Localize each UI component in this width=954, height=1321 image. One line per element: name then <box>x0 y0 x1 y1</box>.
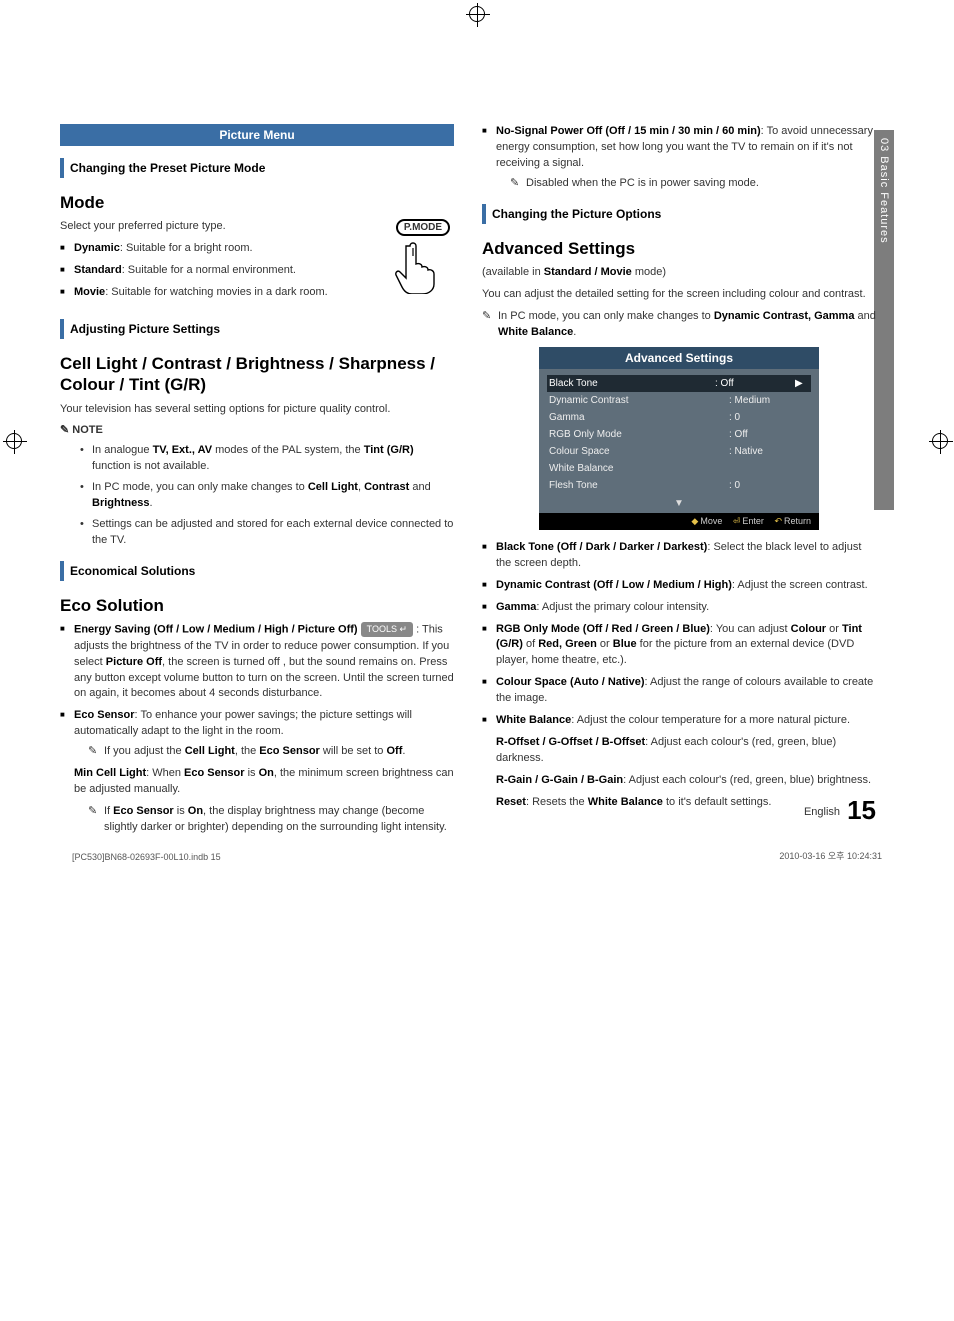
print-meta-left: [PC530]BN68-02693F-00L10.indb 15 <box>72 852 221 862</box>
note-label: NOTE <box>60 423 454 439</box>
eco-list: Energy Saving (Off / Low / Medium / High… <box>60 622 454 836</box>
advanced-row: Flesh Tone: 0 <box>547 477 811 494</box>
advanced-row: RGB Only Mode: Off <box>547 426 811 443</box>
min-cell-light: Min Cell Light: When Eco Sensor is On, t… <box>74 766 454 798</box>
note-3: Settings can be adjusted and stored for … <box>80 517 454 549</box>
wb-offset: R-Offset / G-Offset / B-Offset: Adjust e… <box>496 735 876 767</box>
eco-sensor-note-2: If Eco Sensor is On, the display brightn… <box>88 804 454 836</box>
nosignal-list: No-Signal Power Off (Off / 15 min / 30 m… <box>482 124 876 192</box>
enter-icon: ⏎ <box>733 516 741 526</box>
advanced-panel-down-arrow: ▼ <box>539 496 819 513</box>
footer-page: 15 <box>847 795 876 825</box>
pmode-button-label: P.MODE <box>396 219 450 236</box>
eco-sensor: Eco Sensor: To enhance your power saving… <box>60 708 454 836</box>
advanced-pc-note: In PC mode, you can only make changes to… <box>482 309 876 341</box>
item-dynamic-contrast: Dynamic Contrast (Off / Low / Medium / H… <box>482 578 876 594</box>
settings-intro: Your television has several setting opti… <box>60 402 454 418</box>
move-icon: ◆ <box>691 516 698 526</box>
right-column: No-Signal Power Off (Off / 15 min / 30 m… <box>482 124 894 842</box>
return-icon: ↶ <box>774 516 782 526</box>
advanced-avail: (available in Standard / Movie mode) <box>482 265 876 281</box>
advanced-row: Colour Space: Native <box>547 443 811 460</box>
advanced-settings-title: Advanced Settings <box>482 238 876 259</box>
print-meta-right: 2010-03-16 오후 10:24:31 <box>779 849 882 862</box>
footer-lang: English <box>804 806 840 818</box>
note-1: In analogue TV, Ext., AV modes of the PA… <box>80 443 454 475</box>
no-signal-note: Disabled when the PC is in power saving … <box>510 176 876 192</box>
mode-list: Dynamic: Suitable for a bright room. Sta… <box>60 241 454 301</box>
changing-options-head: Changing the Picture Options <box>482 204 876 224</box>
mode-standard: Standard: Suitable for a normal environm… <box>60 263 454 279</box>
note-2: In PC mode, you can only make changes to… <box>80 480 454 512</box>
wb-gain: R-Gain / G-Gain / B-Gain: Adjust each co… <box>496 773 876 789</box>
page-footer: English 15 <box>804 795 876 826</box>
advanced-panel-body: Black Tone: Off▶Dynamic Contrast: Medium… <box>539 369 819 496</box>
registration-mark-left <box>6 433 22 449</box>
changing-preset-head: Changing the Preset Picture Mode <box>60 158 454 178</box>
mode-title: Mode <box>60 192 454 213</box>
page-columns: Picture Menu Changing the Preset Picture… <box>60 124 894 842</box>
advanced-intro: You can adjust the detailed setting for … <box>482 287 876 303</box>
mode-movie: Movie: Suitable for watching movies in a… <box>60 285 454 301</box>
registration-mark-right <box>932 433 948 449</box>
section-tab: 03 Basic Features <box>874 130 894 510</box>
tools-badge: TOOLS ↵ <box>361 622 413 637</box>
advanced-items: Black Tone (Off / Dark / Darker / Darkes… <box>482 540 876 811</box>
item-black-tone: Black Tone (Off / Dark / Darker / Darkes… <box>482 540 876 572</box>
advanced-row: Black Tone: Off▶ <box>547 375 811 392</box>
advanced-settings-panel: Advanced Settings Black Tone: Off▶Dynami… <box>539 347 819 530</box>
no-signal-power-off: No-Signal Power Off (Off / 15 min / 30 m… <box>482 124 876 192</box>
picture-menu-bar: Picture Menu <box>60 124 454 146</box>
item-colour-space: Colour Space (Auto / Native): Adjust the… <box>482 675 876 707</box>
settings-notes: In analogue TV, Ext., AV modes of the PA… <box>80 443 454 549</box>
advanced-panel-footer: ◆Move ⏎Enter ↶Return <box>539 513 819 530</box>
adjusting-head: Adjusting Picture Settings <box>60 319 454 339</box>
eco-sensor-note-1: If you adjust the Cell Light, the Eco Se… <box>88 744 454 760</box>
advanced-row: Gamma: 0 <box>547 409 811 426</box>
eco-title: Eco Solution <box>60 595 454 616</box>
mode-dynamic: Dynamic: Suitable for a bright room. <box>60 241 454 257</box>
settings-title: Cell Light / Contrast / Brightness / Sha… <box>60 353 454 396</box>
section-tab-label: 03 Basic Features <box>878 138 890 244</box>
registration-mark-top <box>469 6 485 22</box>
energy-saving: Energy Saving (Off / Low / Medium / High… <box>60 622 454 702</box>
advanced-row: White Balance <box>547 460 811 477</box>
eco-head: Economical Solutions <box>60 561 454 581</box>
advanced-panel-title: Advanced Settings <box>539 347 819 369</box>
item-rgb-only: RGB Only Mode (Off / Red / Green / Blue)… <box>482 622 876 670</box>
advanced-row: Dynamic Contrast: Medium <box>547 392 811 409</box>
item-gamma: Gamma: Adjust the primary colour intensi… <box>482 600 876 616</box>
left-column: Picture Menu Changing the Preset Picture… <box>60 124 454 842</box>
